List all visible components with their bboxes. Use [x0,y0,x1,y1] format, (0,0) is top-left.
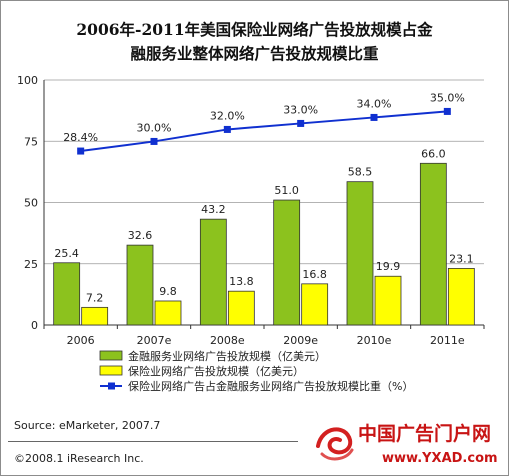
chart-title-line2: 融服务业整体网络广告投放规模比重 [130,44,379,63]
ratio-label-2007e: 30.0% [137,121,172,134]
y-tick-label-25: 25 [24,258,38,271]
data-label-finance-2006: 25.4 [54,247,79,260]
y-tick-label-100: 100 [17,74,38,87]
data-label-insurance-2006: 7.2 [86,291,104,304]
source-note: Source: eMarketer, 2007.7 [14,419,161,432]
data-label-finance-2007e: 32.6 [128,229,153,242]
ratio-point-2011e [443,107,451,115]
ratio-label-2006: 28.4% [63,131,98,144]
bar-finance-2006 [53,262,81,326]
legend-marker-2 [108,382,115,390]
bar-finance-2008e [199,218,227,326]
data-label-insurance-2009e: 16.8 [302,268,327,281]
ratio-point-2010e [370,113,378,121]
ratio-label-2008e: 32.0% [210,109,245,122]
bar-insurance-2010e [374,275,402,326]
x-tick-label-2011e: 2011e [430,334,465,347]
chart-title-line1: 2006年-2011年美国保险业网络广告投放规模占金 [76,20,433,39]
footer-divider [8,441,298,442]
data-label-finance-2010e: 58.5 [348,166,373,179]
x-tick-label-2007e: 2007e [137,334,172,347]
watermark-brand: 中国广告门户网 [358,422,491,445]
data-label-insurance-2007e: 9.8 [159,285,177,298]
bar-insurance-2011e [447,268,475,326]
ratio-line [80,110,448,153]
copyright-note: ©2008.1 iResearch Inc. [14,452,144,465]
y-tick-label-50: 50 [24,197,38,210]
bar-insurance-2009e [301,283,329,326]
bar-finance-2011e [419,162,447,326]
chart-title: 2006年-2011年美国保险业网络广告投放规模占金 融服务业整体网络广告投放规… [0,18,509,66]
legend-label-2: 保险业网络广告占金融服务业网络广告投放规模比重（%） [128,379,413,393]
bar-insurance-2008e [227,290,255,326]
data-label-finance-2011e: 66.0 [421,147,446,160]
legend-swatch-0 [99,350,123,361]
x-tick-label-2009e: 2009e [283,334,318,347]
data-label-finance-2008e: 43.2 [201,203,226,216]
x-tick-label-2008e: 2008e [210,334,245,347]
bar-finance-2010e [346,181,374,326]
data-label-insurance-2010e: 19.9 [376,260,401,273]
bar-finance-2009e [273,199,301,326]
ratio-label-2009e: 33.0% [283,103,318,116]
data-label-finance-2009e: 51.0 [274,184,299,197]
legend-label-1: 保险业网络广告投放规模（亿美元） [128,364,304,378]
watermark-url: www.YXAD.com [382,451,498,466]
ratio-point-2007e [150,137,158,145]
watermark-logo: 中国广告门户网 www.YXAD.com [312,418,502,468]
ratio-point-2006 [77,147,85,155]
x-tick-label-2006: 2006 [67,334,95,347]
watermark-swirl-icon [316,427,354,461]
ratio-point-2009e [297,119,305,127]
bar-insurance-2007e [154,300,182,326]
y-tick-label-75: 75 [24,135,38,148]
bar-finance-2007e [126,244,154,326]
x-tick-label-2010e: 2010e [357,334,392,347]
y-tick-label-0: 0 [31,319,38,332]
ratio-label-2011e: 35.0% [430,91,465,104]
data-label-insurance-2011e: 23.1 [449,252,474,265]
legend-label-0: 金融服务业网络广告投放规模（亿美元） [128,349,326,363]
ratio-label-2010e: 34.0% [357,97,392,110]
legend-swatch-1 [99,365,123,376]
bar-insurance-2006 [81,306,109,326]
ratio-point-2008e [223,125,231,133]
data-label-insurance-2008e: 13.8 [229,275,254,288]
